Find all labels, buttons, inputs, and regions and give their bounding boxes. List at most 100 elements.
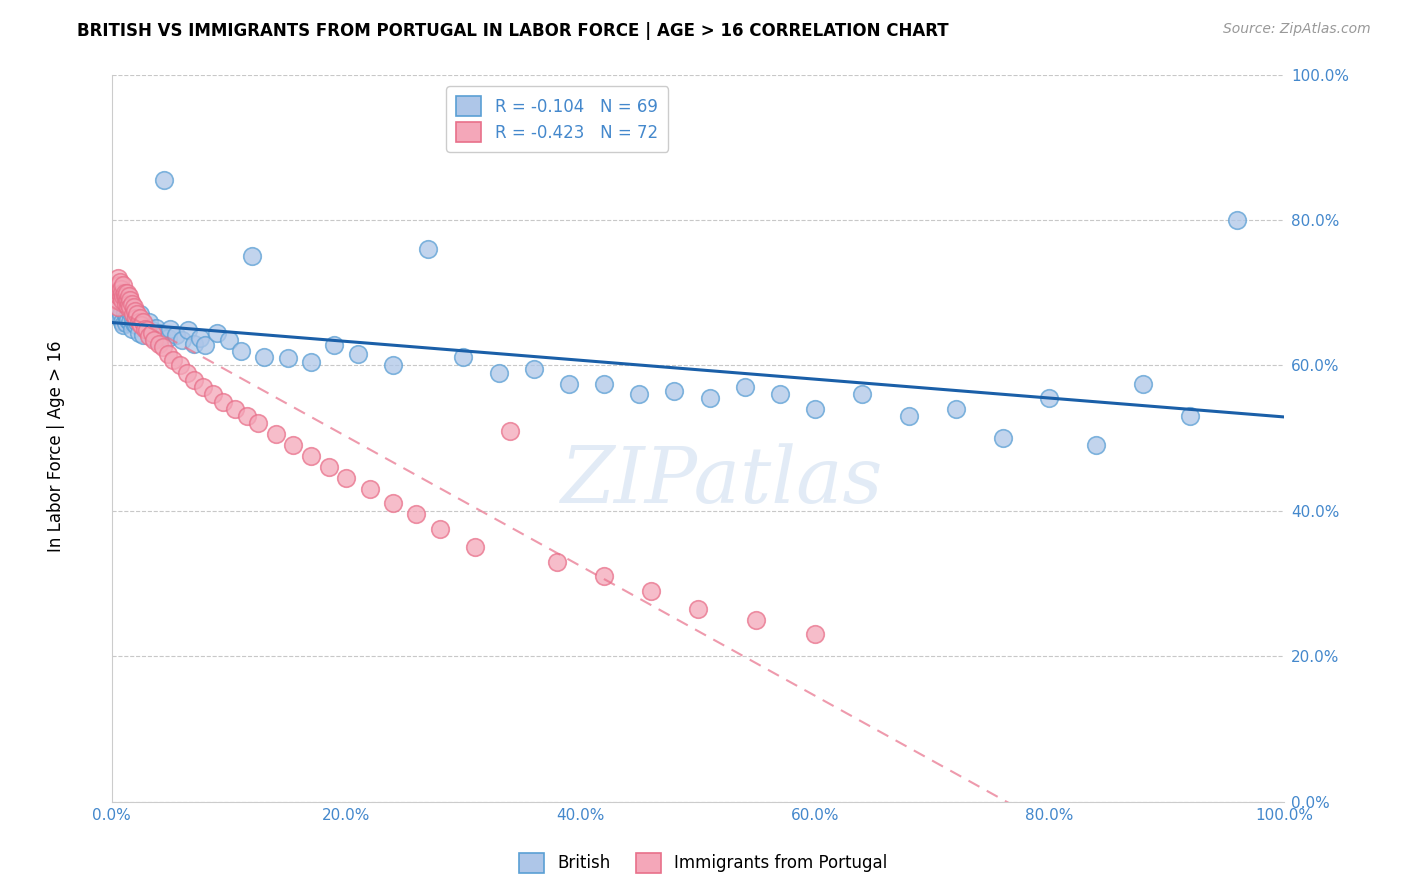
Point <box>405 508 427 522</box>
Point <box>153 173 176 187</box>
Point <box>128 311 150 326</box>
Legend: British, Immigrants from Portugal: British, Immigrants from Portugal <box>512 847 894 880</box>
Point <box>664 384 686 398</box>
Point <box>945 401 967 416</box>
Point <box>134 322 156 336</box>
Point <box>277 351 299 365</box>
Point <box>323 338 346 352</box>
Point <box>121 313 143 327</box>
Point <box>117 312 139 326</box>
Point <box>111 285 134 300</box>
Point <box>156 347 179 361</box>
Point <box>191 380 214 394</box>
Point <box>114 289 136 303</box>
Point <box>170 333 193 347</box>
Point <box>546 555 568 569</box>
Point <box>897 409 920 424</box>
Point <box>359 482 381 496</box>
Point <box>299 354 322 368</box>
Point <box>229 343 252 358</box>
Point <box>135 322 157 336</box>
Point <box>205 326 228 340</box>
Point <box>124 303 146 318</box>
Point <box>145 320 167 334</box>
Point <box>141 323 163 337</box>
Point <box>253 350 276 364</box>
Point <box>686 602 709 616</box>
Point <box>1226 213 1249 227</box>
Point <box>105 285 128 300</box>
Point <box>804 401 827 416</box>
Point <box>523 362 546 376</box>
Point <box>156 331 179 345</box>
Point <box>593 569 616 583</box>
Point <box>499 424 522 438</box>
Point <box>111 315 134 329</box>
Point <box>132 315 155 329</box>
Point <box>804 627 827 641</box>
Point <box>264 427 287 442</box>
Point <box>142 333 165 347</box>
Text: BRITISH VS IMMIGRANTS FROM PORTUGAL IN LABOR FORCE | AGE > 16 CORRELATION CHART: BRITISH VS IMMIGRANTS FROM PORTUGAL IN L… <box>77 22 949 40</box>
Point <box>118 296 141 310</box>
Point <box>104 293 127 307</box>
Point <box>127 308 149 322</box>
Point <box>628 387 651 401</box>
Point <box>129 318 152 333</box>
Point <box>108 285 131 300</box>
Point <box>183 373 205 387</box>
Point <box>115 293 138 307</box>
Point <box>120 315 142 329</box>
Point <box>851 387 873 401</box>
Point <box>453 350 475 364</box>
Point <box>107 278 129 293</box>
Point <box>114 296 136 310</box>
Point <box>318 460 340 475</box>
Point <box>141 326 163 340</box>
Point <box>107 289 129 303</box>
Point <box>129 316 152 330</box>
Point <box>218 333 240 347</box>
Point <box>159 322 181 336</box>
Point <box>114 289 136 303</box>
Point <box>991 431 1014 445</box>
Point <box>114 316 136 330</box>
Point <box>111 293 134 307</box>
Point <box>138 329 160 343</box>
Point <box>429 522 451 536</box>
Legend: R = -0.104   N = 69, R = -0.423   N = 72: R = -0.104 N = 69, R = -0.423 N = 72 <box>446 87 668 152</box>
Point <box>1178 409 1201 424</box>
Point <box>699 391 721 405</box>
Text: ZIPatlas: ZIPatlas <box>560 443 883 520</box>
Point <box>142 331 165 345</box>
Point <box>128 326 150 340</box>
Point <box>110 308 132 322</box>
Point <box>194 338 217 352</box>
Point <box>488 366 510 380</box>
Point <box>745 613 768 627</box>
Point <box>347 347 370 361</box>
Point <box>107 271 129 285</box>
Point <box>110 282 132 296</box>
Point <box>118 303 141 318</box>
Point <box>112 318 135 333</box>
Point <box>176 366 198 380</box>
Point <box>122 300 145 314</box>
Point <box>125 318 148 333</box>
Point <box>132 327 155 342</box>
Point <box>108 275 131 289</box>
Point <box>201 387 224 401</box>
Point <box>382 359 405 373</box>
Point <box>112 289 135 303</box>
Point <box>148 326 170 340</box>
Point <box>108 282 131 296</box>
Point <box>121 322 143 336</box>
Point <box>114 285 136 300</box>
Point <box>118 289 141 303</box>
Point <box>240 249 263 263</box>
Point <box>235 409 257 424</box>
Point <box>134 318 156 333</box>
Point <box>418 242 440 256</box>
Point <box>115 309 138 323</box>
Text: In Labor Force | Age > 16: In Labor Force | Age > 16 <box>48 340 65 552</box>
